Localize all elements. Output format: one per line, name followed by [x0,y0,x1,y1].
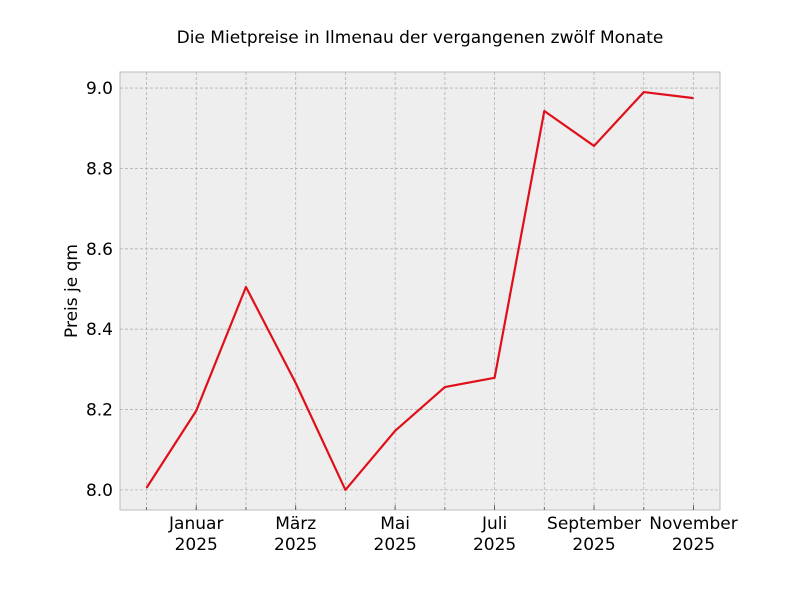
x-tick-label: Mai [380,514,410,534]
x-tick-label: 2025 [572,535,615,555]
chart-title: Die Mietpreise in Ilmenau der vergangene… [177,28,664,48]
x-tick-label: März [275,514,316,534]
y-tick-label: 8.6 [86,240,113,260]
y-tick-label: 8.2 [86,401,113,421]
x-tick-label: 2025 [175,535,218,555]
x-tick-label: September [547,514,641,534]
plot-area [120,72,720,510]
x-tick-label: 2025 [274,535,317,555]
y-tick-label: 8.8 [86,159,113,179]
x-tick-label: Januar [168,514,223,534]
x-tick-label: 2025 [473,535,516,555]
y-tick-label: 8.4 [86,320,113,340]
x-tick-label: 2025 [672,535,715,555]
x-tick-label: November [649,514,737,534]
y-tick-label: 9.0 [86,79,113,99]
x-tick-label: 2025 [374,535,417,555]
y-tick-label: 8.0 [86,481,113,501]
y-axis-label: Preis je qm [62,244,82,338]
x-tick-label: Juli [481,514,507,534]
